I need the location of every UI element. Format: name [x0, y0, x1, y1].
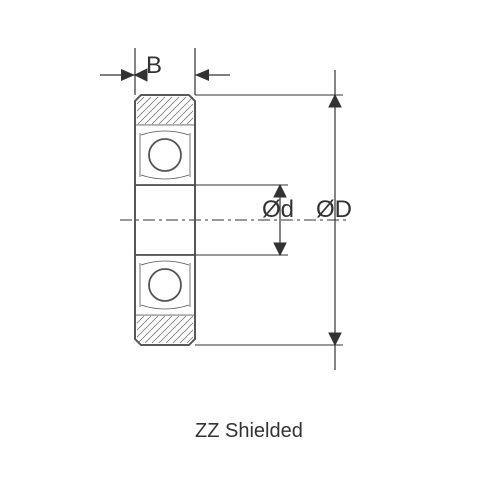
dimension-label-outer: ØD [316, 196, 352, 224]
diagram-canvas: B Ød ØD ZZ Shielded [0, 0, 500, 500]
caption: ZZ Shielded [195, 420, 303, 443]
dimension-label-width: B [146, 52, 162, 80]
dimension-label-bore: Ød [262, 196, 294, 224]
